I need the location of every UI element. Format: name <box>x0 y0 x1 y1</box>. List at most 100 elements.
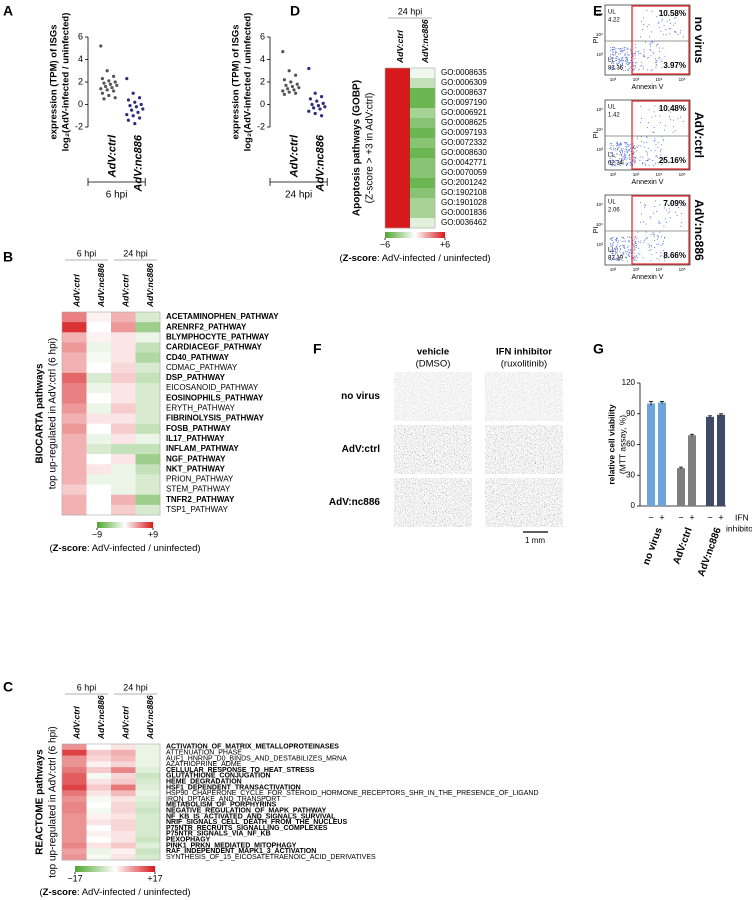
heatmap-cell <box>135 383 161 394</box>
heatmap-cell <box>135 464 161 475</box>
flow-event <box>675 14 677 16</box>
data-point <box>105 69 109 73</box>
flow-event <box>636 237 638 239</box>
flow-event <box>625 159 627 161</box>
row-label: HSP90_CHAPERONE_CYCLE_FOR_STEROID_HORMON… <box>166 790 539 797</box>
row-label: GO:0097190 <box>441 98 487 107</box>
group-label: AdV:nc886 <box>696 526 724 578</box>
heatmap-cell <box>86 790 112 797</box>
heatmap-cell <box>111 773 136 780</box>
flow-event <box>644 203 646 205</box>
colorbar-caption: (Z-score: AdV-infected / uninfected) <box>49 543 200 554</box>
flow-event <box>613 57 615 59</box>
flow-event <box>633 246 635 248</box>
heatmap-cell <box>86 842 112 849</box>
flow-event <box>640 53 642 55</box>
heatmap-cell <box>410 218 436 229</box>
x-tick-label: 10² <box>610 77 617 82</box>
flow-event <box>638 53 640 55</box>
flow-event <box>663 34 665 36</box>
micrograph <box>485 425 563 474</box>
flow-event <box>659 255 661 257</box>
heatmap-cell <box>111 393 136 404</box>
flow-event <box>626 149 628 151</box>
flow-event <box>643 55 645 57</box>
flow-event <box>666 9 668 11</box>
caption-part: Z-score <box>43 887 77 898</box>
flow-event <box>654 150 656 152</box>
data-point <box>321 101 325 105</box>
flow-event <box>622 59 624 61</box>
quadrant-value: 81.36 <box>608 66 624 72</box>
data-point <box>131 114 135 118</box>
flow-event <box>613 241 615 243</box>
heatmap-cell <box>62 755 87 762</box>
flow-event <box>624 47 626 49</box>
flow-event <box>630 62 632 63</box>
row-label: AdV:ctrl <box>342 444 381 455</box>
flow-event <box>609 257 611 259</box>
heatmap-cell <box>111 372 136 384</box>
flow-event <box>628 245 630 247</box>
heatmap-cell <box>62 807 87 814</box>
flow-event <box>667 20 669 22</box>
flow-event <box>641 62 643 64</box>
flow-event <box>647 154 649 156</box>
flow-event <box>628 54 630 56</box>
column-label: AdV:ctrl <box>121 274 131 308</box>
heatmap-cell <box>135 842 161 849</box>
flow-event <box>656 45 658 47</box>
heatmap-cell <box>86 383 112 394</box>
heatmap-cell <box>62 494 87 506</box>
flow-event <box>624 152 626 154</box>
flow-event <box>610 238 612 240</box>
flow-event <box>633 145 635 147</box>
flow-event <box>659 115 661 117</box>
heatmap-cell <box>86 854 112 861</box>
heatmap-cell <box>111 362 136 374</box>
flow-event <box>626 60 628 62</box>
flow-event <box>613 62 614 64</box>
flow-event <box>614 54 616 56</box>
flow-event <box>646 136 648 138</box>
column-label: AdV:nc886 <box>145 695 155 740</box>
flow-event <box>629 252 631 254</box>
flow-event <box>660 244 662 246</box>
flow-event <box>626 56 628 58</box>
flow-event <box>624 146 626 148</box>
heatmap-cell <box>135 802 161 809</box>
flow-event <box>632 160 634 162</box>
flow-event <box>617 148 618 150</box>
flow-event <box>637 50 639 52</box>
flow-event <box>626 251 628 252</box>
flow-event <box>643 54 645 56</box>
flow-event <box>626 51 628 53</box>
flow-event <box>611 61 613 63</box>
flow-event <box>650 260 652 262</box>
flow-event <box>625 256 627 258</box>
flow-event <box>675 31 676 33</box>
gate <box>631 100 690 170</box>
flow-event <box>628 255 629 257</box>
flow-event <box>635 245 637 247</box>
flow-event <box>648 245 650 247</box>
data-point <box>113 80 117 84</box>
row-label: GO:0072332 <box>441 138 487 147</box>
flow-event <box>669 19 670 21</box>
flow-event <box>617 147 619 149</box>
flow-event <box>627 260 629 262</box>
flow-event <box>640 145 642 147</box>
heatmap-cell <box>86 443 112 455</box>
colorbar-caption: (Z-score: AdV-infected / uninfected) <box>39 887 190 898</box>
flow-event <box>632 53 634 55</box>
flow-event <box>649 49 651 51</box>
flow-event <box>655 62 657 63</box>
y-tick-label: 6 <box>260 31 265 41</box>
heatmap-cell <box>86 819 112 826</box>
flow-event <box>614 48 615 50</box>
row-label: EOSINOPHILS_PATHWAY <box>166 393 264 402</box>
flow-event <box>655 252 657 254</box>
flow-event <box>635 52 636 54</box>
flow-event <box>626 151 628 153</box>
flow-event <box>663 225 665 227</box>
